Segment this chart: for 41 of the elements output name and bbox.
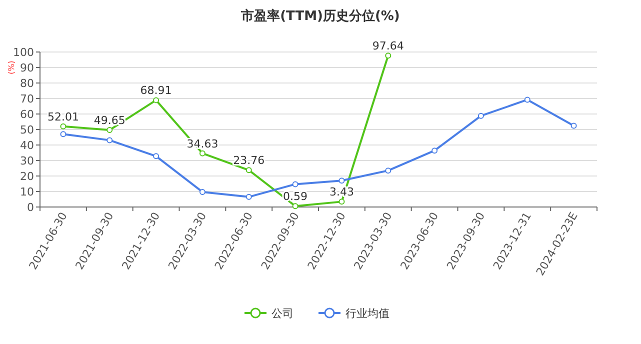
point	[246, 194, 252, 200]
data-label: 68.91	[140, 84, 172, 98]
data-label: 23.76	[233, 154, 265, 168]
point	[478, 112, 484, 119]
point	[338, 178, 345, 184]
y-tick-label: 10	[20, 186, 34, 198]
point	[153, 153, 160, 160]
legend-label: 公司	[272, 307, 294, 320]
y-axis-title: (%)	[7, 60, 16, 74]
data-label: 97.64	[372, 40, 404, 53]
y-tick-label: 90	[20, 62, 34, 74]
y-tick-label: 30	[20, 154, 34, 168]
point	[106, 137, 113, 144]
point	[338, 198, 345, 205]
chart-title: 市盈率(TTM)历史分位(%)	[240, 8, 400, 24]
point	[199, 150, 206, 156]
point	[570, 122, 577, 129]
y-tick-label: 70	[20, 92, 34, 106]
legend-label: 行业均值	[346, 307, 390, 320]
data-label: 52.01	[47, 110, 79, 124]
point	[106, 127, 113, 134]
point	[524, 96, 530, 103]
data-label: 0.59	[283, 190, 308, 204]
point	[385, 168, 392, 174]
point	[292, 181, 298, 188]
y-tick-label: 40	[20, 139, 34, 152]
point	[60, 123, 66, 130]
point	[246, 167, 252, 174]
y-tick-label: 0	[27, 201, 34, 214]
y-tick-label: 100	[13, 46, 34, 59]
y-tick-label: 80	[20, 77, 34, 90]
point	[292, 203, 298, 210]
point	[60, 131, 66, 138]
y-tick-label: 50	[20, 124, 34, 136]
point	[153, 97, 160, 104]
y-tick-label: 60	[20, 108, 34, 121]
point	[432, 148, 438, 154]
point	[385, 52, 392, 59]
point	[199, 188, 206, 195]
y-tick-label: 20	[20, 170, 34, 183]
data-label: 49.65	[94, 114, 126, 128]
